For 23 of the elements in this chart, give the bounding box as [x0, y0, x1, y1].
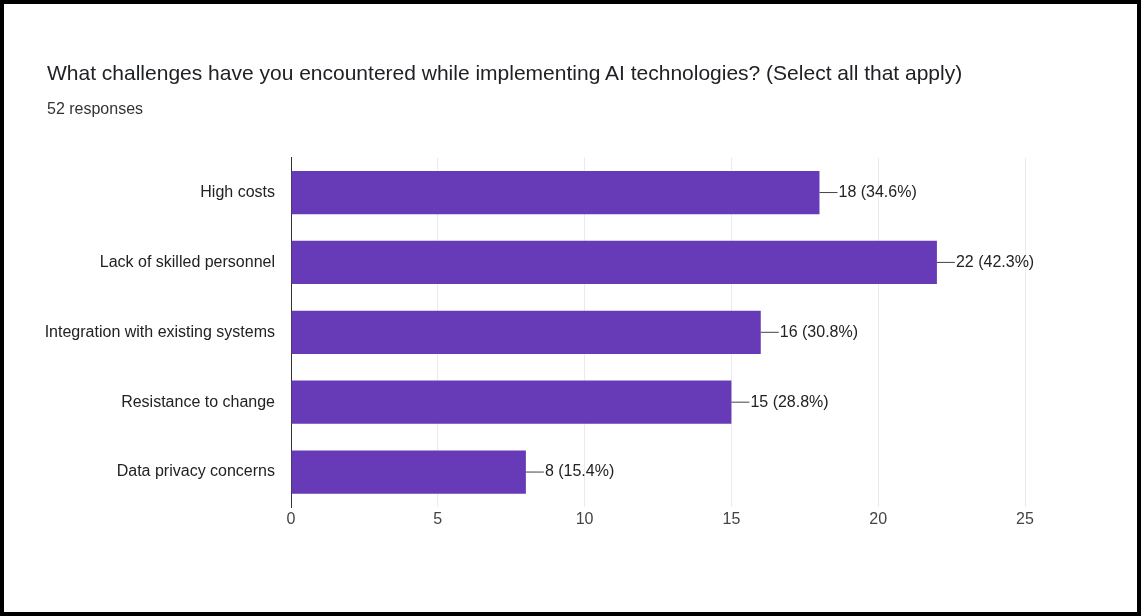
x-tick-label: 15 — [722, 510, 741, 528]
x-tick-label: 5 — [433, 510, 443, 528]
bar — [291, 450, 526, 494]
y-tick-label: High costs — [200, 182, 275, 200]
y-tick-label: Integration with existing systems — [44, 322, 275, 340]
chart-title: What challenges have you encountered while implementing AI technologies? (Select all that apply) — [47, 61, 963, 85]
bar — [291, 170, 820, 215]
x-tick-label: 10 — [575, 510, 594, 528]
data-label: 8 (15.4%) — [544, 462, 615, 480]
y-tick-label: Data privacy concerns — [116, 462, 275, 480]
y-tick-label: Lack of skilled personnel — [99, 252, 275, 270]
data-label: 15 (28.8%) — [750, 392, 829, 410]
data-label: 18 (34.6%) — [838, 182, 917, 200]
x-tick-label: 0 — [286, 510, 296, 528]
x-tick-label: 20 — [869, 510, 888, 528]
bar — [291, 310, 761, 354]
x-tick-label: 25 — [1016, 510, 1034, 528]
bar — [291, 240, 937, 285]
text: 52 responses — [47, 100, 144, 118]
data-label: 22 (42.3%) — [955, 252, 1035, 270]
y-tick-label: Resistance to change — [121, 392, 276, 410]
data-label: 16 (30.8%) — [779, 322, 859, 340]
bar — [291, 380, 732, 424]
